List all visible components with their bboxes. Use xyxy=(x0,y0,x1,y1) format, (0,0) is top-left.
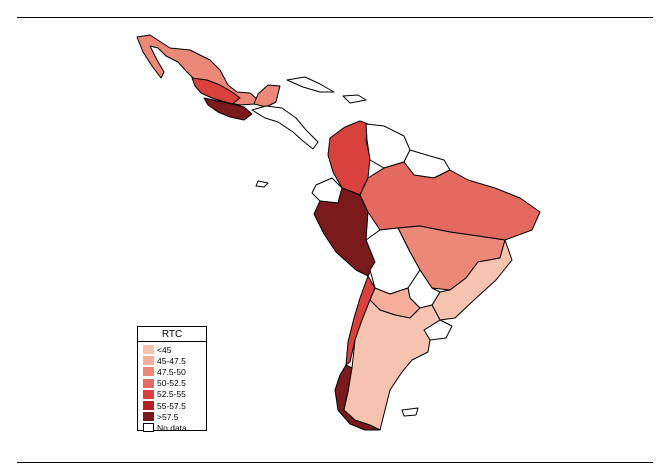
legend-item: 50-52.5 xyxy=(143,378,187,389)
region-brazil-south xyxy=(431,239,513,321)
region-hispaniola xyxy=(342,94,367,104)
legend-label: 47.5-50 xyxy=(157,366,186,377)
legend-swatch xyxy=(143,367,154,377)
bottom-rule xyxy=(17,462,653,463)
region-venezuela xyxy=(365,123,411,169)
legend-swatch xyxy=(143,389,154,399)
legend-item: <45 xyxy=(143,344,187,355)
legend-item: 47.5-50 xyxy=(143,366,187,377)
region-southern-mexico xyxy=(203,97,253,121)
legend-label: 45-47.5 xyxy=(157,355,186,366)
legend-swatch xyxy=(143,345,154,355)
region-mexico xyxy=(136,34,259,106)
legend-label: 52.5-55 xyxy=(157,389,186,400)
legend-label: No data xyxy=(157,422,187,433)
legend-swatch xyxy=(143,423,154,433)
legend-label: <45 xyxy=(157,344,172,355)
legend-label: 50-52.5 xyxy=(157,378,186,389)
region-central-america xyxy=(251,105,319,150)
region-argentina xyxy=(343,299,441,431)
legend-item: No data xyxy=(143,422,187,433)
legend-label: 55-57.5 xyxy=(157,400,186,411)
region-colombia xyxy=(327,120,371,196)
legend-item: 55-57.5 xyxy=(143,400,187,411)
region-falklands xyxy=(401,407,419,417)
legend-swatch xyxy=(143,356,154,366)
region-cuba xyxy=(286,76,335,93)
legend-swatch xyxy=(143,412,154,422)
legend-label: >57.5 xyxy=(157,411,179,422)
top-rule xyxy=(17,17,653,18)
legend-swatch xyxy=(143,401,154,411)
region-galapagos xyxy=(255,180,269,188)
legend-title: RTC xyxy=(138,328,206,342)
legend-item: 52.5-55 xyxy=(143,389,187,400)
region-yucatan xyxy=(253,84,281,108)
map-legend: RTC <45 45-47.5 47.5-50 50-52.5 52.5-55 55-57… xyxy=(137,326,207,434)
region-ecuador xyxy=(311,177,343,204)
region-brazil-north xyxy=(359,161,541,241)
legend-list: <45 45-47.5 47.5-50 50-52.5 52.5-55 55-57.5 >5… xyxy=(143,344,187,434)
legend-item: 45-47.5 xyxy=(143,355,187,366)
legend-swatch xyxy=(143,378,154,388)
legend-item: >57.5 xyxy=(143,411,187,422)
